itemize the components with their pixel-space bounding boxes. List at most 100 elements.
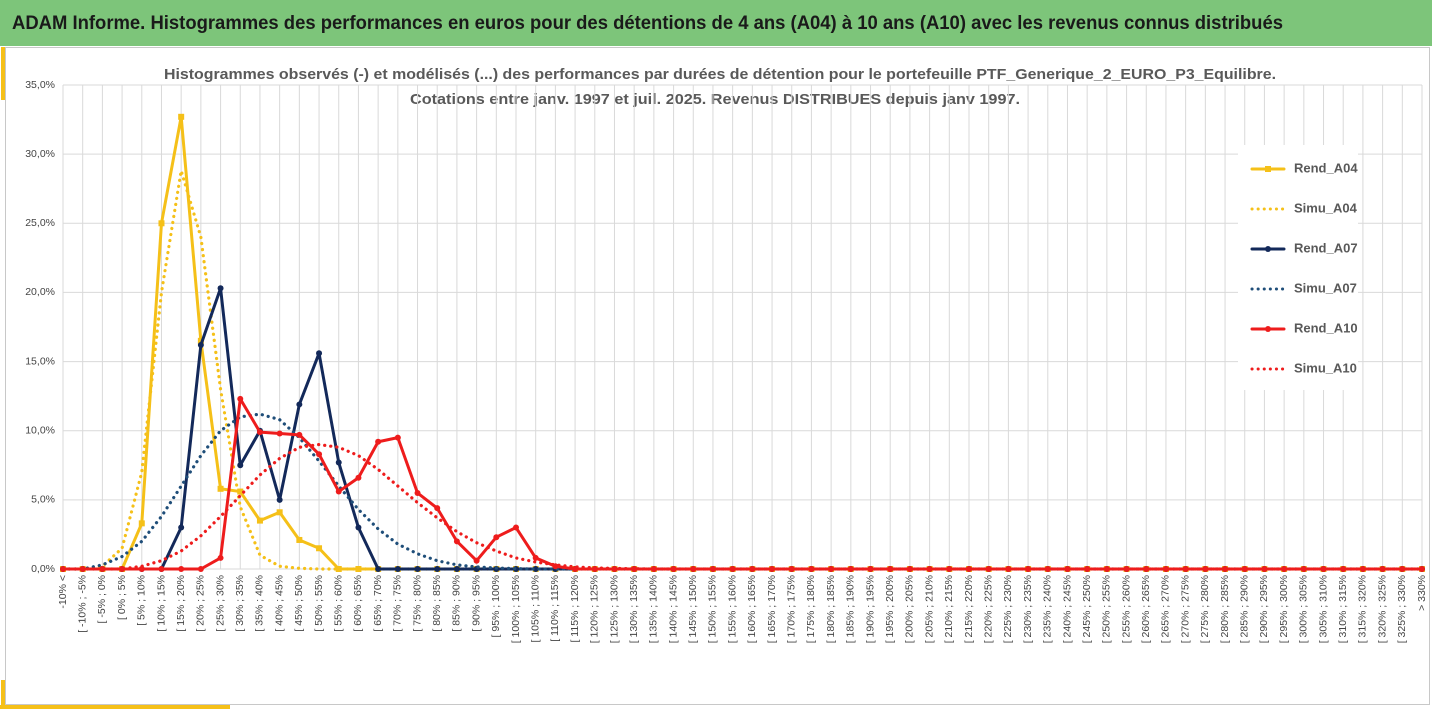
x-tick-label: [ 35% ; 40% (254, 575, 266, 632)
legend-marker (1265, 166, 1271, 172)
x-tick-label: [ 100% ; 105% (510, 575, 522, 643)
x-tick-label: -10% < (57, 575, 69, 609)
x-tick-label: [ 320% ; 325% (1376, 575, 1388, 643)
legend-label: Simu_A10 (1294, 360, 1357, 375)
x-tick-label: [ 165% ; 170% (766, 575, 778, 643)
x-tick-label: [ 150% ; 155% (707, 575, 719, 643)
data-point (453, 538, 460, 545)
data-point (1241, 566, 1248, 572)
data-point (808, 566, 815, 572)
data-point (414, 489, 421, 496)
data-point (1084, 566, 1091, 572)
data-point (453, 566, 460, 572)
data-point (729, 566, 736, 572)
x-tick-label: [ 220% ; 225% (982, 575, 994, 643)
x-tick-label: [ 15% ; 20% (175, 575, 187, 632)
x-tick-label: [ 190% ; 195% (864, 575, 876, 643)
data-point (316, 350, 323, 357)
x-tick-label: [ 265% ; 270% (1160, 575, 1172, 643)
data-point (178, 566, 185, 572)
x-tick-label: [ 225% ; 230% (1002, 575, 1014, 643)
x-tick-label: [ 70% ; 75% (392, 575, 404, 632)
x-tick-label: [ 5% ; 10% (136, 575, 148, 626)
data-point (178, 113, 185, 120)
data-point (296, 401, 303, 408)
data-point (335, 459, 342, 466)
x-tick-label: [ 50% ; 55% (313, 575, 325, 632)
x-tick-label: [ 30% ; 35% (234, 575, 246, 632)
x-tick-label: [ 235% ; 240% (1042, 575, 1054, 643)
data-point (99, 566, 106, 572)
data-point (1162, 566, 1169, 572)
data-point (394, 566, 401, 572)
data-point (276, 509, 283, 516)
x-tick-label: [ 75% ; 80% (411, 575, 423, 632)
data-point (316, 545, 323, 552)
data-point (434, 505, 441, 512)
y-tick-label: 35,0% (25, 79, 55, 91)
series-line (61, 442, 1424, 571)
x-tick-label: [ 295% ; 300% (1278, 575, 1290, 643)
data-point (513, 524, 519, 531)
legend-marker (1265, 246, 1271, 252)
data-point (217, 285, 224, 292)
x-tick-label: [ 135% ; 140% (648, 575, 660, 643)
x-tick-label: [ 240% ; 245% (1061, 575, 1073, 643)
x-tick-label: [ 40% ; 45% (273, 575, 285, 632)
data-point (473, 557, 480, 564)
x-tick-label: [ 185% ; 190% (845, 575, 857, 643)
x-tick-label: [ 180% ; 185% (825, 575, 837, 643)
data-point (276, 496, 283, 503)
data-point (355, 474, 362, 481)
data-point (296, 431, 303, 438)
x-tick-label: [ 160% ; 165% (746, 575, 758, 643)
x-tick-label: [ 230% ; 235% (1022, 575, 1034, 643)
x-tick-label: [ 20% ; 25% (195, 575, 207, 632)
y-tick-label: 5,0% (31, 494, 55, 506)
x-tick-label: [ 170% ; 175% (786, 575, 798, 643)
x-tick-label: [ 80% ; 85% (431, 575, 443, 632)
x-tick-label: [ 130% ; 135% (628, 575, 640, 643)
x-tick-label: [ 305% ; 310% (1317, 575, 1329, 643)
data-point (1320, 566, 1327, 572)
x-tick-label: [ 140% ; 145% (667, 575, 679, 643)
data-point (237, 488, 244, 495)
x-tick-label: [ 200% ; 205% (904, 575, 916, 643)
x-tick-label: [ 115% ; 120% (569, 575, 581, 643)
header-title: ADAM Informe. Histogrammes des performan… (12, 13, 1283, 34)
x-tick-label: [ 175% ; 180% (805, 575, 817, 643)
x-tick-label: [ 125% ; 130% (608, 575, 620, 643)
header-bar (0, 0, 1432, 46)
x-tick-label: [ 205% ; 210% (923, 575, 935, 643)
data-point (256, 429, 263, 436)
x-tick-label: [ 285% ; 290% (1239, 575, 1251, 643)
x-tick-label: [ 85% ; 90% (451, 575, 463, 632)
y-tick-label: 30,0% (25, 148, 55, 160)
data-point (217, 485, 224, 492)
data-point (532, 566, 539, 572)
x-tick-label: [ 215% ; 220% (963, 575, 975, 643)
x-tick-label: [ 55% ; 60% (333, 575, 345, 632)
data-point (178, 524, 185, 531)
x-tick-label: [ 250% ; 255% (1101, 575, 1113, 643)
x-tick-label: [ 0% ; 5% (116, 575, 128, 620)
legend-label: Rend_A07 (1294, 240, 1358, 255)
x-tick-label: [ 120% ; 125% (589, 575, 601, 643)
data-point (414, 566, 421, 572)
x-tick-label: [ 270% ; 275% (1179, 575, 1191, 643)
data-point (1340, 566, 1347, 572)
data-point (217, 554, 224, 561)
chart-frame (5, 47, 1430, 705)
chart-subtitle: Cotations entre janv. 1997 et juil. 2025… (410, 91, 1020, 108)
y-tick-label: 10,0% (25, 424, 55, 436)
x-tick-label: [ 290% ; 295% (1258, 575, 1270, 643)
data-point (493, 534, 500, 541)
data-point (237, 462, 244, 469)
y-tick-label: 20,0% (25, 286, 55, 298)
x-tick-label: [ 145% ; 150% (687, 575, 699, 643)
data-point (650, 566, 657, 572)
data-point (197, 341, 204, 348)
x-tick-label: > 330% (1416, 575, 1428, 611)
data-point (197, 566, 204, 572)
